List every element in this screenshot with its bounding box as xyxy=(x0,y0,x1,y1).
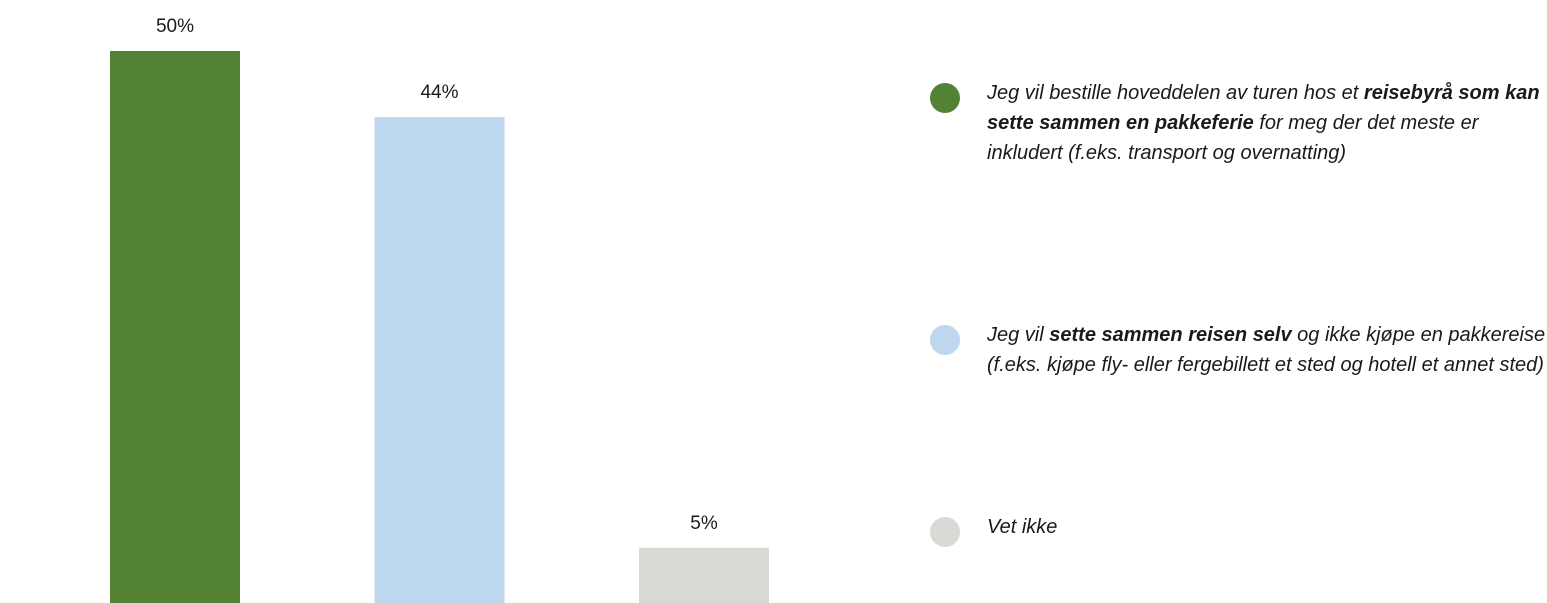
legend-text-bold: sette sammen reisen selv xyxy=(1049,324,1292,346)
legend-text-part: Jeg vil xyxy=(987,324,1050,346)
legend-label: Vet ikke xyxy=(987,512,1547,542)
legend-dot-lightblue xyxy=(930,325,960,355)
legend-text-part: og ikke kjøpe en pakkereise (f.eks. kjøp… xyxy=(987,324,1546,376)
legend-text-part: Vet ikke xyxy=(987,516,1058,538)
legend-text-part: for meg der det meste er inkludert (f.ek… xyxy=(987,112,1479,164)
legend-label: Jeg vil bestille hoveddelen av turen hos… xyxy=(987,78,1547,168)
bar-chart: 50% 44% 5% xyxy=(110,16,769,603)
legend: Jeg vil bestille hoveddelen av turen hos… xyxy=(930,0,1547,603)
bar-3 xyxy=(639,547,769,603)
legend-dot-grey xyxy=(930,517,960,547)
bar-1 xyxy=(110,51,240,603)
legend-item-self-assembled: Jeg vil sette sammen reisen selv og ikke… xyxy=(930,320,1547,380)
value-label-3: 5% xyxy=(690,513,718,534)
legend-item-dont-know: Vet ikke xyxy=(930,512,1547,547)
value-label-2: 44% xyxy=(420,82,458,103)
legend-label: Jeg vil sette sammen reisen selv og ikke… xyxy=(987,320,1547,380)
bar-2 xyxy=(374,117,505,603)
legend-text-bold: reisebyrå som kan sette sammen en pakkef… xyxy=(987,82,1540,134)
value-label-1: 50% xyxy=(156,16,194,37)
legend-text-part: Jeg vil bestille hoveddelen av turen hos… xyxy=(987,82,1364,104)
legend-item-package-holiday: Jeg vil bestille hoveddelen av turen hos… xyxy=(930,78,1547,168)
legend-dot-green xyxy=(930,83,960,113)
